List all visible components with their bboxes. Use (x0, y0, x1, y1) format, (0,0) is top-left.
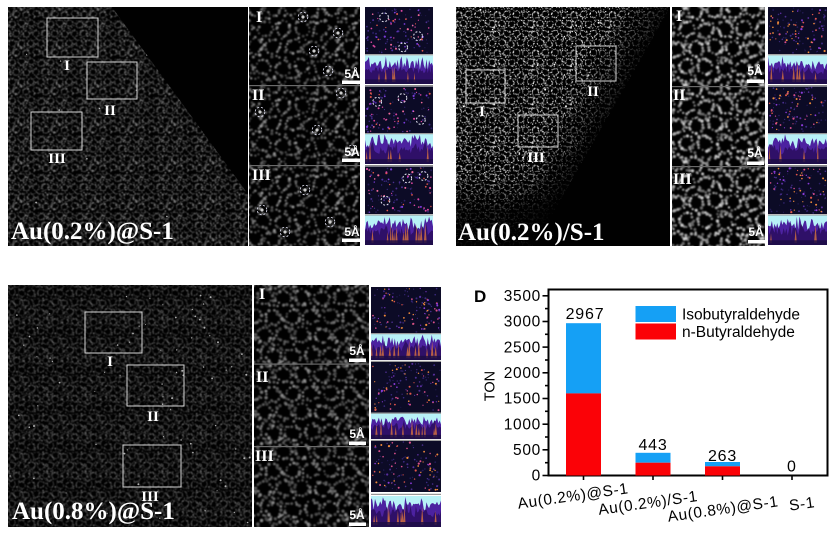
svg-text:III: III (48, 151, 66, 167)
svg-text:II: II (587, 84, 599, 100)
svg-text:263: 263 (708, 448, 737, 465)
svg-text:500: 500 (513, 442, 541, 459)
svg-text:5Å: 5Å (349, 343, 365, 358)
svg-text:5Å: 5Å (349, 507, 365, 522)
svg-text:1000: 1000 (504, 416, 541, 433)
svg-text:n-Butyraldehyde: n-Butyraldehyde (682, 324, 795, 341)
svg-text:II: II (252, 87, 264, 104)
svg-text:5Å: 5Å (349, 426, 365, 441)
svg-text:II: II (147, 409, 159, 425)
svg-text:5Å: 5Å (344, 144, 360, 159)
svg-text:I: I (259, 286, 265, 303)
svg-text:I: I (256, 9, 262, 26)
svg-text:I: I (479, 104, 485, 120)
svg-text:0: 0 (787, 459, 796, 476)
svg-text:III: III (255, 448, 274, 465)
svg-text:443: 443 (638, 437, 667, 454)
svg-text:S-1: S-1 (788, 494, 816, 514)
svg-text:D: D (474, 287, 486, 306)
svg-text:5Å: 5Å (748, 224, 764, 239)
svg-text:3500: 3500 (504, 288, 541, 305)
svg-text:I: I (107, 354, 113, 370)
svg-text:Isobutyraldehyde: Isobutyraldehyde (682, 307, 800, 324)
svg-text:5Å: 5Å (747, 145, 763, 160)
svg-text:Au(0.2%)@S-1: Au(0.2%)@S-1 (11, 218, 174, 245)
svg-text:II: II (256, 369, 268, 386)
svg-text:1500: 1500 (504, 391, 541, 408)
svg-text:5Å: 5Å (344, 224, 360, 239)
svg-text:Au(0.8%)@S-1: Au(0.8%)@S-1 (12, 498, 175, 525)
svg-text:III: III (673, 171, 692, 188)
svg-text:2000: 2000 (504, 365, 541, 382)
svg-text:5Å: 5Å (747, 63, 763, 78)
svg-text:Au(0.2%)/S-1: Au(0.2%)/S-1 (458, 219, 605, 246)
svg-text:0: 0 (532, 468, 541, 485)
svg-text:II: II (673, 87, 685, 104)
svg-text:TON: TON (483, 371, 499, 401)
svg-text:2967: 2967 (566, 306, 605, 323)
svg-text:I: I (64, 58, 70, 74)
svg-text:5Å: 5Å (344, 66, 360, 81)
svg-text:III: III (252, 167, 271, 184)
svg-text:I: I (676, 8, 682, 25)
svg-text:III: III (527, 150, 545, 166)
svg-text:2500: 2500 (504, 339, 541, 356)
svg-text:II: II (104, 103, 116, 119)
svg-text:III: III (141, 489, 159, 505)
svg-text:3000: 3000 (504, 314, 541, 331)
